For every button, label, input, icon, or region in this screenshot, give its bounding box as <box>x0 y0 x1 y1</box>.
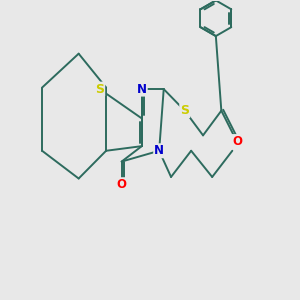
Text: S: S <box>95 82 104 96</box>
Text: O: O <box>232 135 242 148</box>
Text: N: N <box>137 82 147 96</box>
Text: O: O <box>117 178 127 191</box>
Text: S: S <box>180 104 189 117</box>
Text: N: N <box>154 144 164 157</box>
